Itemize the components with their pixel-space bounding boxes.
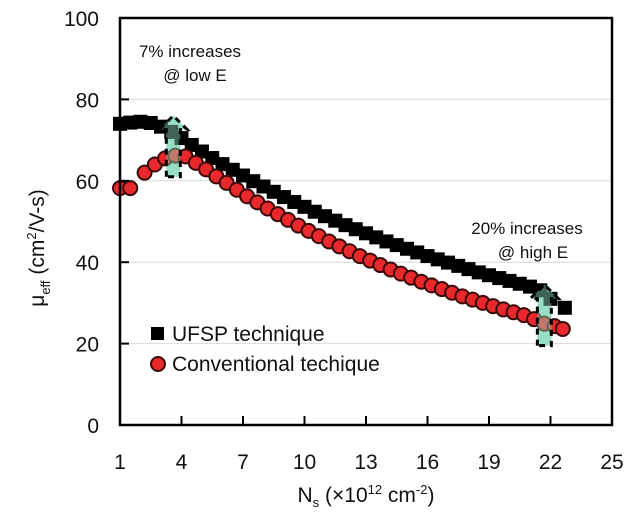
legend: UFSP technique Conventional techique [150,323,380,376]
x-axis-title-main: N [298,484,313,507]
y-tick-label-80: 80 [76,89,99,112]
annotation-high-e-line2: @ high E [498,243,568,262]
x-tick-label-10: 10 [293,451,316,474]
data-series [112,114,572,337]
x-axis-title-unit-suffix: ) [427,484,434,507]
x-tick-label-4: 4 [176,451,188,474]
x-tick-label-25: 25 [600,451,623,474]
conventional-point-1 [122,180,139,197]
x-axis-title-unit: (×10 [319,484,367,507]
legend-label-ufsp: UFSP technique [172,323,325,346]
x-tick-label-16: 16 [416,451,439,474]
x-tick-label-22: 22 [539,451,562,474]
conventional-point-2 [136,164,153,181]
gridlines [120,98,612,345]
y-axis-title-sub: eff [38,280,53,295]
x-tick-labels: 1 4 7 10 13 16 19 22 25 [114,451,624,474]
x-tick-label-19: 19 [477,451,500,474]
annotation-arrow-outline-low-e [155,113,191,179]
x-tick-label-7: 7 [237,451,249,474]
y-axis-title-unit-suffix: /V-s) [26,189,49,232]
svg-text:μeff (cm2/V-s): μeff (cm2/V-s) [24,189,53,307]
legend-marker-conventional [150,356,166,372]
legend-label-conventional: Conventional techique [172,353,380,376]
y-tick-labels: 0 20 40 60 80 100 [64,8,99,438]
annotation-low-e-line1: 7% increases [139,42,241,61]
y-tick-label-20: 20 [76,334,99,357]
y-tick-label-0: 0 [87,415,99,438]
annotation-high-e-line1: 20% increases [471,219,583,238]
y-tick-label-100: 100 [64,8,99,31]
series-ufsp [113,114,572,315]
annotation-low-e-line2: @ low E [163,66,227,85]
y-axis-title: μeff (cm2/V-s) [24,189,53,307]
y-axis-title-main: μ [26,295,49,307]
x-axis-title-sub: s [313,495,320,510]
ufsp-point-43 [557,300,572,315]
y-tick-label-60: 60 [76,171,99,194]
x-tick-label-1: 1 [114,451,126,474]
x-tick-label-13: 13 [354,451,377,474]
y-tick-label-40: 40 [76,252,99,275]
series-conventional [112,147,571,337]
axes [118,16,614,427]
y-axis-title-exp: 2 [24,232,39,239]
x-axis-title-exp: 12 [368,482,382,497]
annotation-arrow-outline-high-e [526,282,562,348]
x-axis-title-unit-mid: cm [382,484,416,507]
annotation-arrow-outlines [155,113,562,348]
conventional-point-43 [554,320,571,337]
y-axis-title-unit: (cm [26,240,49,281]
x-axis-title-exp2: -2 [416,482,428,497]
legend-marker-ufsp [151,327,164,340]
x-axis-title: Ns (×1012 cm-2) [298,482,435,510]
